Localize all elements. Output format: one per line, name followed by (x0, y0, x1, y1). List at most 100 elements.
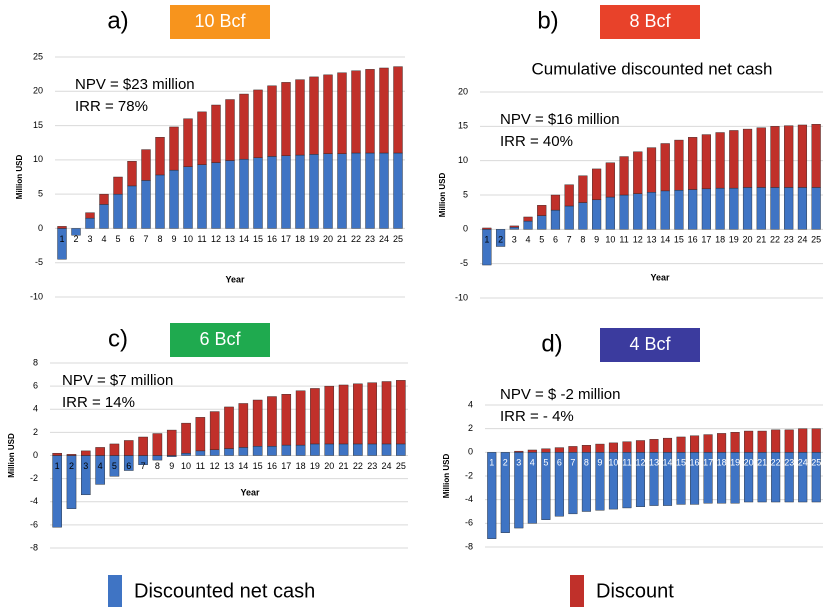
bar-segment (183, 166, 193, 229)
x-tick-label: 18 (296, 461, 306, 471)
annotation: IRR = 14% (62, 394, 135, 411)
title-badge (600, 328, 700, 362)
bar-segment (676, 436, 686, 453)
x-tick-label: 15 (253, 234, 263, 244)
bar-segment (487, 452, 497, 539)
bar-segment (379, 152, 389, 229)
x-tick-label: 15 (676, 458, 686, 468)
x-tick-label: 6 (553, 235, 558, 245)
bar-segment (811, 124, 821, 188)
bar-segment (225, 160, 235, 229)
bar-segment (495, 229, 506, 247)
annotation: NPV = $16 million (500, 111, 620, 128)
y-tick-label: 4 (33, 404, 38, 414)
panel-label: c) (108, 325, 128, 352)
bar-segment (85, 217, 95, 229)
x-axis-label: Year (650, 272, 670, 282)
y-axis-label: Million USD (442, 454, 451, 499)
x-tick-label: 9 (594, 235, 599, 245)
bar-segment (715, 132, 725, 189)
y-tick-label: 8 (33, 357, 38, 367)
bar-segment (353, 443, 363, 456)
y-axis-label: Million USD (15, 155, 24, 200)
bar-segment (605, 196, 615, 230)
x-tick-label: 21 (339, 461, 349, 471)
bar-segment (527, 449, 537, 453)
annotation: NPV = $7 million (62, 372, 173, 389)
y-axis-label: Million USD (7, 433, 16, 478)
x-tick-label: 13 (646, 235, 656, 245)
bar-segment (660, 190, 670, 230)
y-tick-label: 0 (463, 224, 468, 234)
bar-segment (537, 215, 547, 230)
bar-segment (267, 156, 277, 229)
y-tick-label: 4 (468, 399, 473, 409)
bar-segment (619, 194, 629, 230)
bar-segment (238, 447, 249, 456)
bar-segment (365, 69, 375, 154)
bar-segment (592, 199, 602, 230)
y-tick-label: 0 (33, 450, 38, 460)
x-tick-label: 13 (649, 458, 659, 468)
bar-segment (649, 439, 659, 453)
y-tick-label: -4 (30, 496, 38, 506)
x-axis-label: Year (240, 487, 260, 497)
bar-segment (141, 180, 151, 229)
bar-segment (619, 156, 629, 196)
y-tick-label: -10 (455, 292, 468, 302)
x-tick-label: 24 (379, 234, 389, 244)
bar-segment (784, 125, 794, 188)
bar-segment (267, 396, 277, 447)
x-tick-label: 17 (701, 235, 711, 245)
bar-segment (771, 429, 781, 453)
y-tick-label: 2 (468, 423, 473, 433)
y-tick-label: 0 (468, 447, 473, 457)
x-tick-label: 3 (83, 461, 88, 471)
bar-segment (351, 152, 361, 229)
x-tick-label: 6 (126, 461, 131, 471)
bar-segment (252, 399, 263, 447)
title-badge (170, 323, 270, 357)
x-tick-label: 23 (784, 235, 794, 245)
bar-segment (550, 209, 561, 230)
bar-segment (225, 99, 235, 161)
y-tick-label: -2 (465, 470, 473, 480)
x-tick-label: 2 (69, 461, 74, 471)
bar-segment (717, 433, 727, 453)
x-tick-label: 1 (59, 234, 64, 244)
x-tick-label: 24 (798, 458, 808, 468)
bar-segment (224, 448, 234, 456)
x-tick-label: 11 (196, 461, 205, 471)
bar-segment (811, 187, 821, 230)
x-tick-label: 12 (211, 234, 221, 244)
bar-segment (127, 185, 137, 229)
y-tick-label: -4 (465, 494, 473, 504)
bar-segment (798, 428, 808, 453)
x-tick-label: 8 (157, 234, 162, 244)
bar-segment (337, 153, 347, 229)
x-tick-label: 11 (622, 458, 631, 468)
bar-segment (267, 85, 277, 157)
y-axis-label: Million USD (438, 173, 447, 218)
x-tick-label: 22 (353, 461, 363, 471)
bar-segment (253, 157, 263, 229)
y-tick-label: 10 (458, 155, 468, 165)
bar-segment (393, 66, 403, 154)
bar-segment (744, 430, 754, 453)
y-tick-label: -5 (35, 257, 43, 267)
x-tick-label: 25 (393, 234, 403, 244)
x-tick-label: 6 (557, 458, 562, 468)
bar-segment (195, 450, 206, 456)
x-tick-label: 12 (635, 458, 645, 468)
x-tick-label: 4 (526, 235, 531, 245)
x-tick-label: 13 (224, 461, 234, 471)
x-tick-label: 5 (112, 461, 117, 471)
bar-segment (224, 406, 234, 449)
y-tick-label: 25 (33, 51, 43, 61)
x-tick-label: 14 (238, 461, 248, 471)
bar-segment (367, 443, 377, 456)
x-tick-label: 1 (489, 458, 494, 468)
x-tick-label: 24 (382, 461, 392, 471)
x-tick-label: 19 (730, 458, 740, 468)
